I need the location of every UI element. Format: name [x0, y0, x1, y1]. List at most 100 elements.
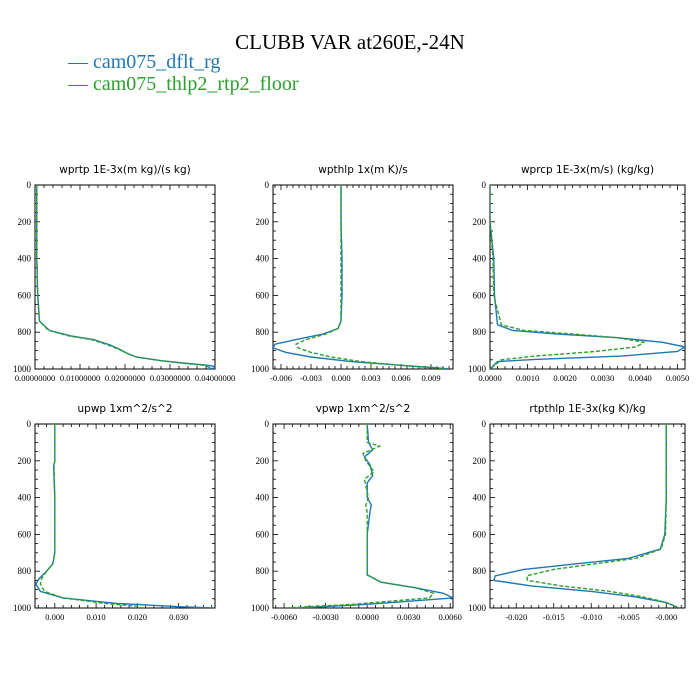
x-tick-label: 0.0020: [553, 373, 576, 383]
x-tick-label: -0.020: [505, 612, 527, 622]
series-line-floor: [526, 424, 680, 608]
x-tick-label: 0.0010: [516, 373, 539, 383]
panel-title: wprtp 1E-3x(m kg)/(s kg): [59, 164, 190, 176]
series-line-dflt: [35, 424, 214, 608]
y-tick-label: 400: [473, 493, 487, 503]
series-line-dflt: [490, 185, 685, 369]
legend-label-floor: cam075_thlp2_rtp2_floor: [93, 73, 299, 95]
panel-6: rtpthlp 1E-3x(kg K)/kg 0 200 400 600 800 1000 -…: [468, 403, 686, 622]
x-tick-label: 0.04000000: [195, 373, 235, 383]
legend-line-dflt: —: [68, 51, 88, 73]
y-tick-label: 400: [256, 254, 270, 264]
panel-title: wpthlp 1x(m K)/s: [318, 164, 408, 176]
y-tick-label: 600: [473, 290, 487, 300]
x-tick-label: -0.000: [655, 612, 677, 622]
legend-line-floor: —: [68, 73, 88, 95]
x-tick-label: -0.003: [300, 373, 322, 383]
series-line-dflt: [273, 185, 450, 369]
panel-1: wprtp 1E-3x(m kg)/(s kg) 0 200 400 600 800 100…: [13, 164, 235, 383]
panel-title: wprcp 1E-3x(m/s) (kg/kg): [521, 164, 654, 176]
panel-frame: [272, 423, 454, 609]
series-line-floor: [490, 185, 646, 369]
y-tick-label: 800: [18, 327, 32, 337]
x-tick-label: -0.0030: [313, 612, 339, 622]
y-tick-label: 600: [256, 290, 270, 300]
series-line-floor: [284, 424, 435, 608]
series-line-dflt: [492, 424, 680, 608]
x-tick-label: 0.0040: [628, 373, 651, 383]
y-tick-label: 200: [18, 456, 32, 466]
y-tick-label: 600: [18, 529, 32, 539]
x-tick-label: 0.010: [87, 612, 106, 622]
x-tick-label: 0.01000000: [60, 373, 100, 383]
y-tick-label: 400: [18, 254, 32, 264]
x-tick-label: 0.020: [128, 612, 147, 622]
x-tick-label: -0.015: [543, 612, 565, 622]
x-tick-label: 0.0030: [591, 373, 614, 383]
panel-5: vpwp 1xm^2/s^2 0 200 400 600 800 1000-0.0060 -0…: [251, 403, 462, 622]
x-tick-label: -0.005: [618, 612, 640, 622]
figure-title: CLUBB VAR at260E,-24N: [235, 30, 465, 54]
x-tick-label: 0.0050: [666, 373, 689, 383]
x-tick-label: 0.00000000: [15, 373, 55, 383]
y-tick-label: 1000: [251, 364, 270, 374]
x-tick-label: 0.03000000: [150, 373, 190, 383]
y-tick-label: 1000: [251, 603, 270, 613]
panel-title: rtpthlp 1E-3x(kg K)/kg: [529, 403, 645, 415]
x-tick-label: 0.009: [421, 373, 440, 383]
x-tick-label: 0.0060: [439, 612, 462, 622]
x-tick-label: 0.0000: [355, 612, 378, 622]
y-tick-label: 600: [256, 529, 270, 539]
panel-frame: [34, 423, 216, 609]
panel-title: upwp 1xm^2/s^2: [78, 403, 173, 415]
series-line-floor: [39, 424, 142, 608]
y-tick-label: 1000: [13, 603, 32, 613]
y-tick-label: 0: [482, 419, 487, 429]
y-tick-label: 200: [473, 217, 487, 227]
y-tick-label: 800: [256, 566, 270, 576]
x-tick-label: 0.030: [169, 612, 188, 622]
y-tick-label: 200: [473, 456, 487, 466]
legend-entry-dflt: — cam075_dflt_rg: [68, 51, 220, 74]
y-tick-label: 200: [256, 456, 270, 466]
panel-frame: [272, 184, 454, 370]
series-line-dflt: [297, 424, 453, 608]
y-tick-label: 800: [473, 566, 487, 576]
y-tick-label: 600: [473, 529, 487, 539]
panel-frame: [34, 184, 216, 370]
y-tick-label: 400: [256, 493, 270, 503]
series-line-dflt: [36, 185, 215, 369]
y-tick-label: 0: [27, 180, 32, 190]
panel-title: vpwp 1xm^2/s^2: [316, 403, 411, 415]
y-tick-label: 200: [256, 217, 270, 227]
y-tick-label: 0: [27, 419, 32, 429]
y-tick-label: 1000: [13, 364, 32, 374]
panel-frame: [489, 423, 686, 609]
x-tick-label: 0.006: [391, 373, 410, 383]
y-tick-label: 400: [18, 493, 32, 503]
y-tick-label: 1000: [468, 603, 487, 613]
panel-2: wpthlp 1x(m K)/s 0 200 400 600 800 1000-0.006-…: [251, 164, 454, 383]
x-tick-label: 0.003: [361, 373, 380, 383]
y-tick-label: 800: [256, 327, 270, 337]
x-tick-label: -0.0060: [271, 612, 297, 622]
x-tick-label: 0.000: [45, 612, 64, 622]
x-tick-label: -0.006: [270, 373, 292, 383]
x-tick-label: 0.0030: [397, 612, 420, 622]
x-tick-label: -0.010: [580, 612, 602, 622]
series-line-floor: [295, 185, 447, 369]
y-tick-label: 1000: [468, 364, 487, 374]
legend-label-dflt: cam075_dflt_rg: [93, 51, 221, 73]
y-tick-label: 200: [18, 217, 32, 227]
y-tick-label: 0: [265, 180, 270, 190]
panel-3: wprcp 1E-3x(m/s) (kg/kg) 0 200 400 600 800 100…: [468, 164, 689, 383]
series-line-floor: [36, 185, 211, 369]
y-tick-label: 800: [473, 327, 487, 337]
legend-entry-floor: — cam075_thlp2_rtp2_floor: [68, 73, 299, 96]
y-tick-label: 600: [18, 290, 32, 300]
y-tick-label: 400: [473, 254, 487, 264]
y-tick-label: 0: [482, 180, 487, 190]
x-tick-label: 0.000: [331, 373, 350, 383]
x-tick-label: 0.02000000: [105, 373, 145, 383]
